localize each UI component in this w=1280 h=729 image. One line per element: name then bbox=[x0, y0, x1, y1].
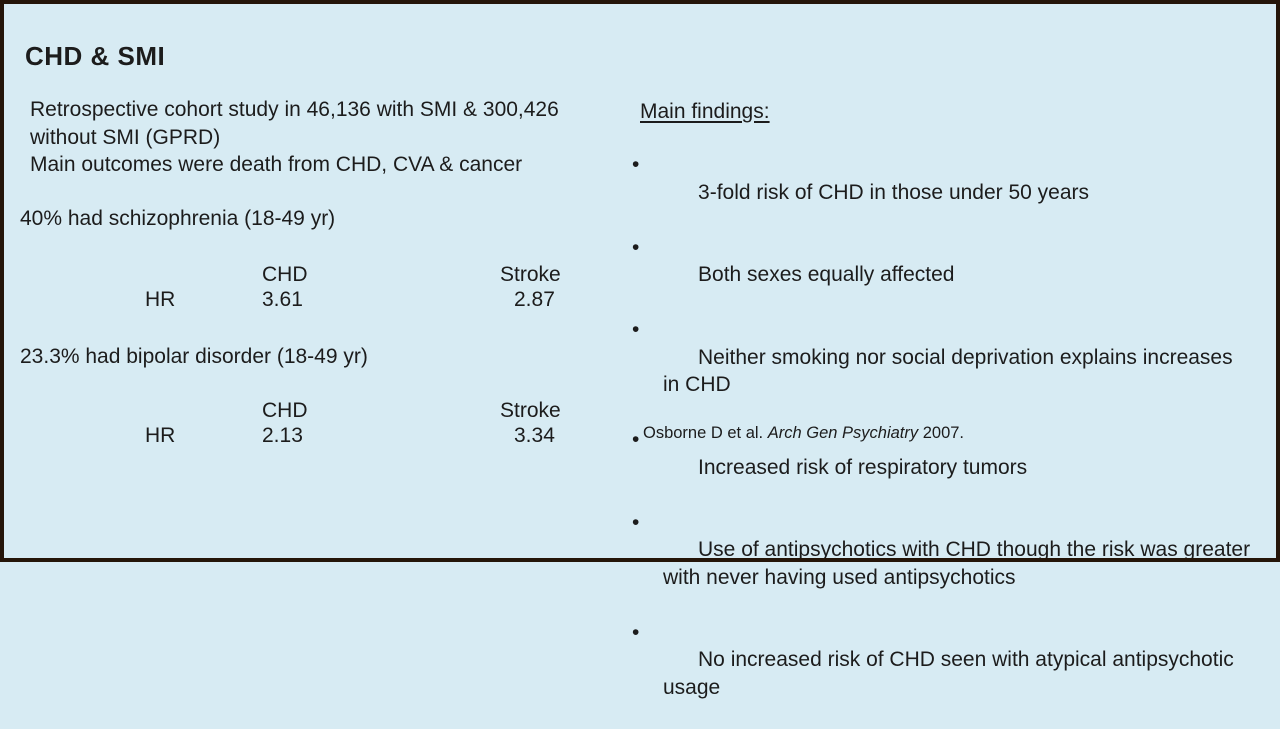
schizophrenia-label: 40% had schizophrenia (18-49 yr) bbox=[20, 207, 336, 230]
hr-table-bipolar-header: CHD Stroke bbox=[0, 398, 1280, 423]
bullet-text: Increased risk of respiratory tumors bbox=[698, 455, 1028, 479]
bullet-icon: • bbox=[632, 510, 640, 534]
bullet-icon: • bbox=[632, 620, 640, 644]
value-stroke: 2.87 bbox=[514, 288, 555, 311]
bullet-item: • Increased risk of respiratory tumors bbox=[632, 426, 1272, 509]
bullet-item: • 3-fold risk of CHD in those under 50 ye… bbox=[632, 151, 1272, 234]
col-header-stroke: Stroke bbox=[500, 399, 561, 422]
bullet-item: • Neither smoking nor social deprivation … bbox=[632, 316, 1272, 426]
bullet-icon: • bbox=[632, 235, 640, 259]
bullet-text: Use of antipsychotics with CHD though th… bbox=[663, 538, 1251, 589]
bullet-icon: • bbox=[632, 428, 640, 451]
outcomes-line: Main outcomes were death from CHD, CVA &… bbox=[30, 153, 523, 176]
citation-authors: Osborne D et al. bbox=[643, 424, 764, 442]
findings-heading: Main findings: bbox=[640, 100, 770, 123]
bullet-item: • No increased risk of CHD seen with atyp… bbox=[632, 619, 1272, 729]
hr-table-schizophrenia-header: CHD Stroke bbox=[0, 262, 1280, 287]
col-header-stroke: Stroke bbox=[500, 263, 561, 286]
bullet-icon: • bbox=[632, 153, 640, 176]
value-chd: 2.13 bbox=[262, 424, 303, 447]
bullet-text: Both sexes equally affected bbox=[698, 263, 955, 286]
citation-journal: Arch Gen Psychiatry bbox=[767, 424, 919, 442]
row-label-hr: HR bbox=[145, 424, 176, 447]
col-header-chd: CHD bbox=[262, 263, 308, 286]
bipolar-label: 23.3% had bipolar disorder (18-49 yr) bbox=[20, 345, 368, 368]
row-label-hr: HR bbox=[145, 288, 176, 311]
hr-table-schizophrenia-values: HR 3.61 2.87 bbox=[0, 287, 1280, 312]
citation-year: 2007. bbox=[922, 424, 965, 442]
col-header-chd: CHD bbox=[262, 399, 308, 422]
hr-table-bipolar-values: HR 2.13 3.34 bbox=[0, 423, 1280, 448]
study-description: Retrospective cohort study in 46,136 wit… bbox=[30, 98, 559, 149]
bullet-text: Neither smoking nor social deprivation e… bbox=[663, 345, 1233, 397]
value-chd: 3.61 bbox=[262, 288, 303, 311]
bullet-icon: • bbox=[632, 318, 640, 341]
page-title: CHD & SMI bbox=[25, 41, 166, 71]
citation: Osborne D et al. Arch Gen Psychiatry 200… bbox=[643, 422, 964, 444]
bullet-text: No increased risk of CHD seen with atypi… bbox=[663, 648, 1234, 699]
value-stroke: 3.34 bbox=[514, 424, 555, 447]
bullet-item: • Use of antipsychotics with CHD though t… bbox=[632, 509, 1272, 619]
bullet-item: • Both sexes equally affected bbox=[632, 234, 1272, 317]
bullet-text: 3-fold risk of CHD in those under 50 yea… bbox=[698, 180, 1090, 204]
